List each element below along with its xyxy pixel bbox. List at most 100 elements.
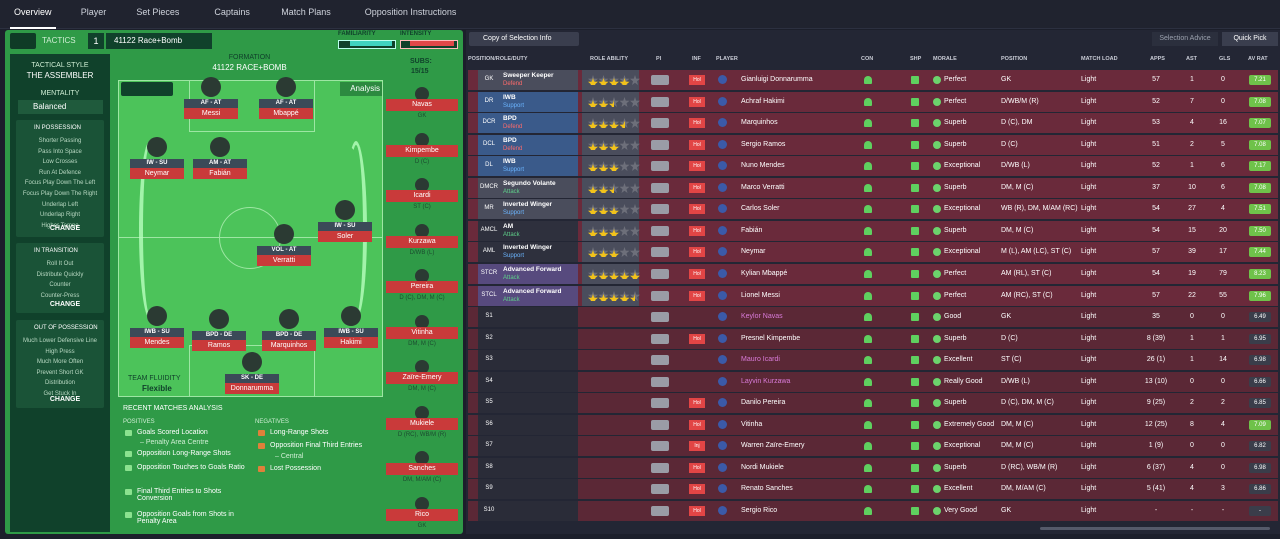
player-name[interactable]: Neymar [130,168,184,179]
position: GK [1001,507,1012,514]
role-duty: Defend [503,81,523,87]
role-ability-cell [582,220,639,241]
sub-name[interactable]: Zaïre-Emery [386,372,458,384]
sub-name[interactable]: Kurzawa [386,235,458,248]
morale: Very Good [944,507,978,514]
condition-icon [864,334,872,343]
table-row [468,501,1278,521]
player-name[interactable]: Carlos Soler [741,205,780,213]
player-avatar [201,77,221,97]
player-name[interactable]: Lionel Messi [741,291,780,299]
player-name[interactable]: Nordi Mukiele [741,463,784,471]
goals: 0 [1221,97,1225,105]
instruction-item: High Press [45,348,75,355]
selection-advice[interactable]: Selection Advice [1152,32,1218,46]
copy-dropdown[interactable]: Copy of Selection Info [469,32,579,46]
player-name[interactable]: Mauro Icardi [741,356,780,364]
tab[interactable]: Player [80,7,107,17]
morale: Superb [944,334,967,342]
player-name[interactable]: Vitinha [741,420,763,428]
assists: 22 [1188,291,1196,299]
tab[interactable]: Set Pieces [136,7,180,17]
player-name[interactable]: Presnel Kimpembe [741,334,801,342]
tab[interactable]: Match Plans [281,7,331,17]
tab[interactable]: Captains [214,7,250,17]
player-name[interactable]: Ramos [192,340,246,351]
morale-icon [933,507,941,515]
player-name[interactable]: Soler [318,231,372,242]
assists: 2 [1190,140,1194,148]
pi-icon [651,441,669,452]
sub-position: DM, M/AM (C) [402,477,442,483]
apps: 9 (25) [1146,399,1166,407]
player-name[interactable]: Gianluigi Donnarumma [741,76,813,83]
tab[interactable]: Overview [10,7,56,29]
sub-name[interactable]: Sanches [386,463,458,475]
sub-name[interactable]: Mukiele [386,417,458,430]
player-name[interactable]: Renato Sanches [741,485,793,493]
sub-name[interactable]: Vitinha [386,326,458,339]
morale: Superb [944,183,967,191]
analysis-button[interactable]: Analysis [340,82,382,96]
player-name[interactable]: Marco Verratti [741,183,785,191]
tab[interactable]: Opposition Instructions [364,7,457,17]
player-name[interactable]: Hakimi [324,337,378,348]
column-header: AV RAT [1248,56,1268,62]
quick-pick[interactable]: Quick Pick [1222,32,1278,46]
player-name[interactable]: Neymar [741,248,766,256]
instruction-item: Underlap Left [41,201,79,208]
change-button[interactable]: CHANGE [49,225,81,232]
slot-cell [478,285,578,306]
change-button[interactable]: CHANGE [49,301,81,308]
table-row [468,285,1278,306]
mentality-dropdown[interactable]: Balanced [18,100,103,114]
sub-name[interactable]: Navas [386,99,458,111]
column-header: APPS [1150,56,1165,62]
player-name[interactable]: Sergio Rico [741,507,778,514]
player-name[interactable]: Messi [184,108,238,119]
sub-position: GK [417,113,427,119]
player-name[interactable]: Kylian Mbappé [741,269,788,277]
morale-icon [933,76,941,84]
apps: 57 [1152,248,1160,256]
sub-name[interactable]: Icardi [386,190,458,202]
player-role: SK - DE [225,374,279,383]
player-name[interactable]: Nuno Mendes [741,162,785,170]
player-name[interactable]: Keylor Navas [741,313,783,321]
player-name[interactable]: Marquinhos [262,340,316,351]
player-name[interactable]: Danilo Pereira [741,399,786,407]
player-name[interactable]: Verratti [257,255,311,266]
player-name[interactable]: Warren Zaïre-Emery [741,442,805,450]
player-badge [718,506,727,515]
match-load: Light [1081,485,1097,493]
match-load: Light [1081,140,1097,148]
morale-icon [933,97,941,106]
player-name[interactable]: Mendes [130,337,184,348]
slot-label: DL [485,162,493,169]
morale: Perfect [944,269,967,277]
role-duty: Support [503,210,525,217]
player-name[interactable]: Achraf Hakimi [741,97,785,105]
player-name[interactable]: Donnarumma [225,383,279,394]
player-name[interactable]: Mbappé [259,108,313,119]
player-name[interactable]: Fabián [741,226,763,234]
tactics-label: Tactics [42,36,76,45]
slot-cell [478,414,578,435]
assists: 27 [1188,205,1196,213]
position: D (C), DM [1001,119,1033,127]
player-badge [718,225,727,235]
player-name[interactable]: Marquinhos [741,119,778,127]
morale: Good [944,313,962,321]
sub-name[interactable]: Kimpembe [386,144,458,157]
player-name[interactable]: Sergio Ramos [741,140,786,148]
player-name[interactable]: Layvin Kurzawa [741,377,791,385]
sub-name[interactable]: Pereira [386,281,458,293]
instruction-item: Much More Often [36,359,84,366]
sub-name[interactable]: Rico [386,508,458,521]
goals: 0 [1221,313,1225,321]
change-button[interactable]: CHANGE [49,396,81,403]
player-name[interactable]: Fabián [193,168,247,179]
morale: Exceptional [944,442,981,450]
goals: 20 [1219,226,1227,234]
